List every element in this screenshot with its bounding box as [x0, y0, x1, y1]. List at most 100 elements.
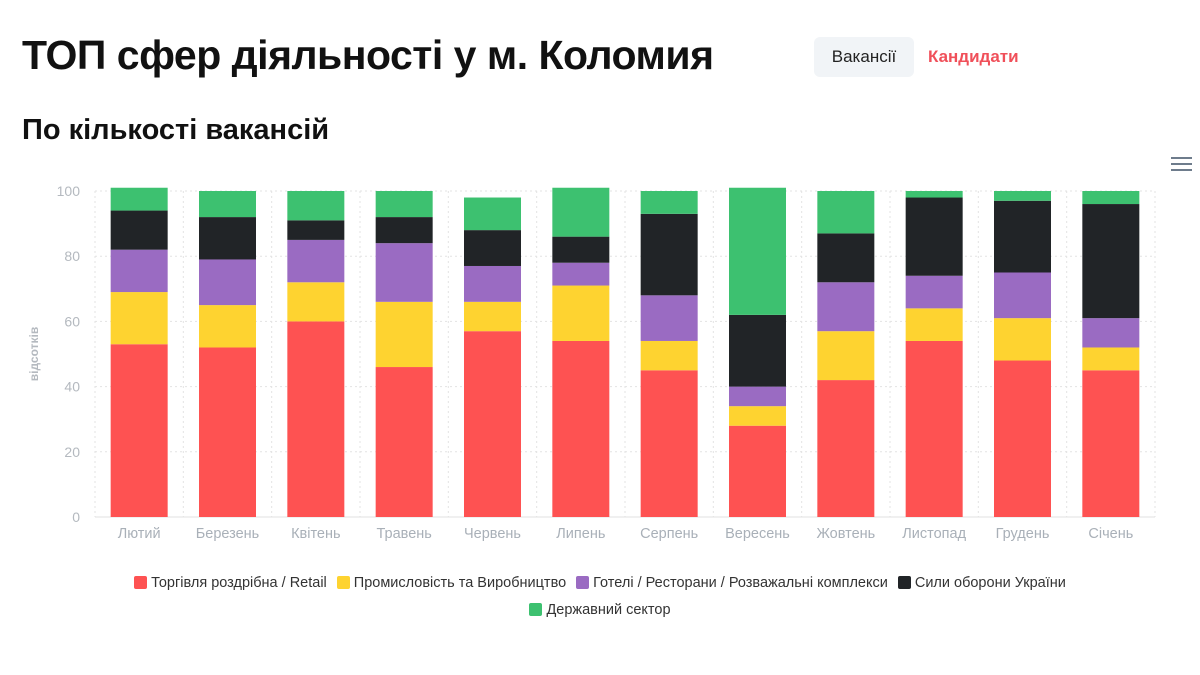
bar-segment: [640, 295, 698, 341]
bar-segment: [729, 406, 786, 426]
x-tick-label: Листопад: [902, 526, 966, 542]
legend-item[interactable]: Промисловість та Виробництво: [336, 570, 567, 597]
bar-segment: [729, 187, 786, 315]
bar-segment: [905, 275, 963, 309]
bar-segment: [110, 249, 168, 293]
bar-segment: [552, 187, 610, 237]
bar-segment: [110, 210, 168, 250]
x-tick-label: Липень: [556, 526, 605, 542]
bar-segment: [817, 282, 875, 332]
bar-segment: [464, 197, 521, 231]
bar-segment: [817, 331, 875, 381]
bar-segment: [994, 200, 1051, 273]
bar-segment: [994, 272, 1051, 319]
bar-segment: [729, 425, 786, 517]
bar-segment: [905, 340, 963, 517]
bar-segment: [375, 191, 433, 218]
bar-segment: [905, 197, 963, 276]
bar-segment: [994, 191, 1051, 201]
bar-segment: [287, 282, 345, 322]
bar-segment: [552, 340, 610, 517]
legend-item[interactable]: Готелі / Ресторани / Розважальні комплек…: [576, 570, 888, 597]
x-tick-label: Червень: [464, 526, 521, 542]
bar-segment: [552, 236, 610, 263]
legend-label: Державний сектор: [546, 602, 671, 618]
bar-segment: [375, 217, 433, 244]
x-tick-label: Січень: [1088, 526, 1133, 542]
bar-segment: [464, 230, 521, 266]
bar-segment: [1082, 370, 1140, 517]
y-tick-label: 80: [64, 248, 80, 264]
bar-segment: [552, 285, 610, 341]
bar-segment: [640, 340, 698, 371]
x-tick-label: Серпень: [640, 526, 698, 542]
legend-swatch: [134, 576, 148, 589]
bar-segment: [1082, 347, 1140, 371]
x-tick-label: Березень: [196, 526, 260, 542]
y-axis-label: відсотків: [27, 327, 41, 381]
legend-label: Готелі / Ресторани / Розважальні комплек…: [593, 575, 888, 591]
bar-segment: [464, 331, 521, 517]
bar-segment: [552, 262, 610, 286]
bar-segment: [1082, 318, 1140, 348]
y-tick-label: 100: [57, 183, 81, 199]
bar-segment: [729, 386, 786, 407]
x-tick-label: Жовтень: [816, 526, 875, 542]
chart-subtitle: По кількості вакансій: [22, 114, 330, 146]
legend-item[interactable]: Торгівля роздрібна / Retail: [134, 570, 327, 597]
bar-segment: [110, 344, 168, 517]
bar-segment: [464, 265, 521, 302]
bar-segment: [640, 370, 698, 517]
bar-segment: [110, 292, 168, 345]
y-tick-label: 0: [72, 509, 80, 525]
bar-segment: [287, 191, 345, 221]
tab-vacancies[interactable]: Вакансії: [814, 37, 914, 77]
bar-segment: [199, 305, 256, 348]
legend-swatch: [529, 603, 543, 616]
legend-item[interactable]: Державний сектор: [529, 597, 671, 624]
y-tick-label: 20: [64, 444, 80, 460]
bar-segment: [994, 318, 1051, 361]
bar-segment: [994, 360, 1051, 517]
bar-segment: [1082, 204, 1140, 319]
bar-segment: [1082, 191, 1140, 205]
bar-segment: [464, 301, 521, 332]
bar-segment: [110, 187, 168, 211]
bar-segment: [817, 191, 875, 234]
bar-segment: [375, 243, 433, 302]
y-tick-label: 60: [64, 313, 80, 329]
bar-segment: [817, 233, 875, 283]
bar-segment: [729, 314, 786, 387]
bar-segment: [287, 239, 345, 283]
bar-segment: [640, 213, 698, 296]
chart-legend: Торгівля роздрібна / Retail Промисловість…: [40, 570, 1160, 624]
x-tick-label: Вересень: [725, 526, 790, 542]
tab-candidates[interactable]: Кандидати: [928, 47, 1019, 66]
bar-segment: [905, 308, 963, 341]
bar-segment: [287, 220, 345, 240]
legend-label: Сили оборони України: [914, 575, 1066, 591]
legend-item[interactable]: Сили оборони України: [897, 570, 1066, 597]
x-tick-label: Травень: [376, 526, 431, 542]
x-tick-label: Лютий: [118, 526, 161, 542]
bar-segment: [905, 191, 963, 198]
legend-label: Торгівля роздрібна / Retail: [151, 575, 327, 591]
y-tick-label: 40: [64, 379, 80, 395]
x-tick-label: Грудень: [996, 526, 1050, 542]
bar-segment: [199, 347, 256, 517]
bar-segment: [640, 191, 698, 214]
bar-segment: [287, 321, 345, 517]
legend-swatch: [576, 576, 590, 589]
legend-swatch: [897, 576, 911, 589]
page-title: ТОП сфер діяльності у м. Коломия: [22, 32, 714, 78]
bar-segment: [817, 380, 875, 517]
bar-segment: [199, 259, 256, 306]
bar-segment: [199, 191, 256, 218]
bar-segment: [199, 217, 256, 260]
hamburger-menu-icon[interactable]: [1171, 157, 1192, 173]
x-tick-label: Квітень: [291, 526, 340, 542]
bar-segment: [375, 367, 433, 517]
legend-swatch: [336, 576, 350, 589]
legend-label: Промисловість та Виробництво: [353, 575, 567, 591]
